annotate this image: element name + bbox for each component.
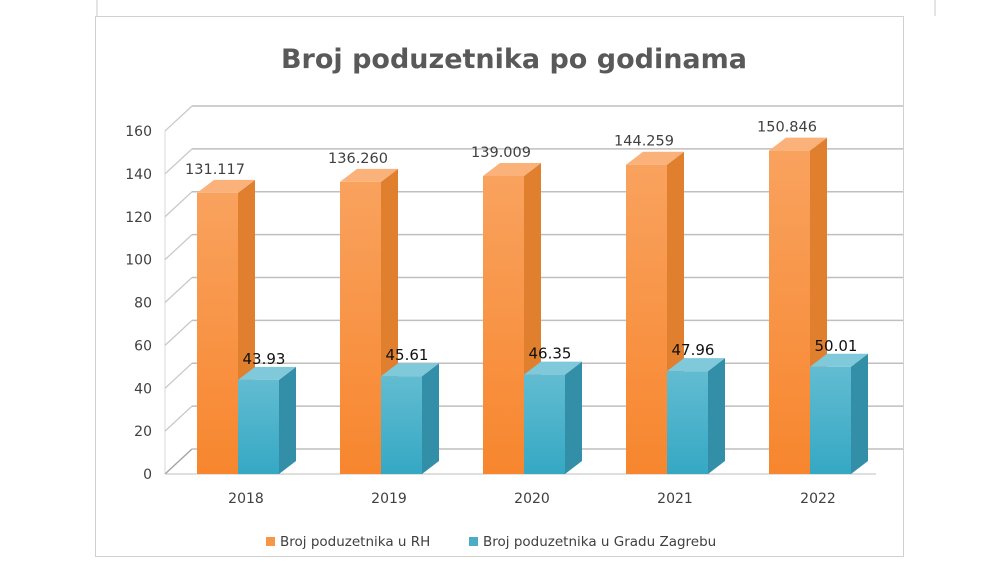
bar-front — [769, 150, 810, 474]
gridline-diagonal — [164, 362, 193, 389]
bar-front — [483, 175, 524, 474]
gridline-diagonal — [164, 405, 193, 432]
x-tick-label: 2021 — [657, 491, 693, 507]
y-tick-label: 0 — [143, 467, 152, 483]
data-label: 131.117 — [185, 162, 245, 178]
bar-zagreb — [524, 361, 582, 474]
gridline-diagonal — [164, 148, 193, 175]
data-label: 47.96 — [672, 341, 715, 359]
bar-front — [524, 374, 565, 474]
bar-top — [769, 137, 827, 151]
bar-side — [708, 358, 725, 474]
bar-front — [667, 371, 708, 474]
legend-swatch-rh — [266, 537, 275, 546]
data-label: 136.260 — [328, 151, 388, 167]
gridline-diagonal — [164, 234, 193, 261]
legend-label-zagreb: Broj poduzetnika u Gradu Zagrebu — [483, 534, 716, 550]
bar-rh — [483, 162, 541, 474]
bar-zagreb — [381, 363, 439, 474]
bar-front — [340, 181, 381, 474]
x-tick-label: 2018 — [228, 491, 264, 507]
data-labels: 131.117 43.93 136.260 45.61 139.009 46.35 144.… — [185, 120, 857, 368]
bar-zagreb — [667, 358, 725, 474]
bar-top — [626, 151, 684, 165]
y-tick-label: 140 — [125, 167, 152, 183]
legend: Broj poduzetnika u RH Broj poduzetnika u… — [266, 534, 716, 550]
y-tick-label: 160 — [125, 124, 152, 140]
y-tick-label: 20 — [134, 424, 152, 440]
data-label: 139.009 — [471, 145, 531, 161]
bar-top — [238, 366, 296, 380]
bar-side — [851, 353, 868, 474]
y-axis: 0 20 40 60 80 100 120 140 160 — [125, 124, 152, 483]
bar-top — [381, 363, 439, 377]
bar-zagreb — [238, 366, 296, 474]
y-tick-label: 120 — [125, 210, 152, 226]
bar-top — [810, 353, 868, 367]
x-tick-label: 2020 — [514, 491, 550, 507]
bar-front — [810, 366, 851, 474]
bar-side — [422, 363, 439, 474]
y-tick-label: 80 — [134, 296, 152, 312]
x-tick-label: 2019 — [371, 491, 407, 507]
bar-side — [279, 366, 296, 474]
bar-side — [565, 361, 582, 474]
bar-top — [483, 162, 541, 176]
y-tick-label: 60 — [134, 338, 152, 354]
y-tick-label: 40 — [134, 381, 152, 397]
y-tick-label: 100 — [125, 253, 152, 269]
data-label: 150.846 — [757, 120, 817, 136]
bar-zagreb — [810, 353, 868, 474]
gridline-diagonal — [164, 277, 193, 303]
x-axis: 2018 2019 2020 2021 2022 — [228, 491, 836, 507]
x-tick-label: 2022 — [800, 491, 836, 507]
data-label: 45.61 — [386, 346, 429, 364]
bar-front — [626, 164, 667, 475]
gridline-diagonal — [164, 105, 193, 132]
bar-front — [381, 376, 422, 474]
gridline-diagonal — [164, 319, 193, 346]
data-label: 50.01 — [815, 337, 858, 355]
bar-top — [340, 168, 398, 182]
bars — [197, 137, 868, 475]
data-label: 43.93 — [243, 350, 286, 368]
bar-front — [197, 192, 238, 474]
data-label: 46.35 — [529, 345, 572, 363]
bar-top — [524, 361, 582, 375]
legend-swatch-zagreb — [469, 537, 478, 546]
chart-title: Broj poduzetnika po godinama — [281, 44, 747, 75]
gridline-diagonal — [164, 191, 193, 218]
bar-top — [667, 358, 725, 372]
gridline-diagonal — [164, 448, 193, 475]
bar-front — [238, 379, 279, 474]
data-label: 144.259 — [614, 134, 674, 150]
bar-top — [197, 179, 255, 193]
legend-label-rh: Broj poduzetnika u RH — [280, 534, 430, 550]
